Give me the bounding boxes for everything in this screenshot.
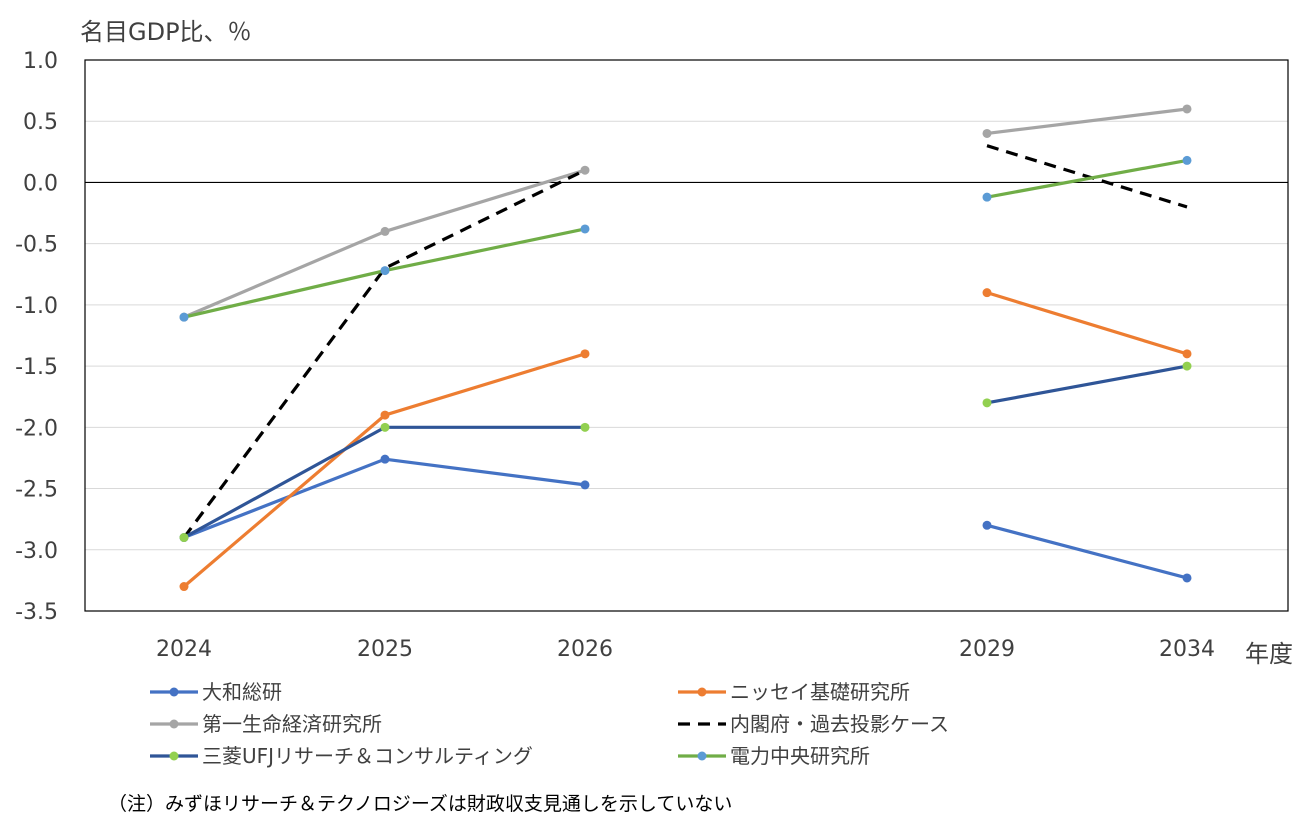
- data-point: [982, 288, 992, 298]
- legend-marker: [169, 687, 179, 697]
- legend-item: ニッセイ基礎研究所: [678, 680, 910, 704]
- data-point: [380, 454, 390, 464]
- data-point: [380, 226, 390, 236]
- data-point: [179, 533, 189, 543]
- y-tick-label: -0.5: [15, 233, 58, 258]
- legend-label: 内閣府・過去投影ケース: [730, 712, 949, 736]
- data-point: [580, 165, 590, 175]
- series-line: [986, 364, 1188, 405]
- legend-label: ニッセイ基礎研究所: [730, 680, 910, 704]
- data-point: [179, 312, 189, 322]
- series-line: [183, 457, 586, 540]
- legend-item: 三菱UFJリサーチ＆コンサルティング: [150, 744, 533, 768]
- plot-area-frame: [84, 59, 1289, 612]
- data-point: [179, 582, 189, 592]
- y-axis-title: 名目GDP比、％: [80, 18, 252, 46]
- series-2: [179, 104, 1192, 322]
- legend-label: 電力中央研究所: [730, 744, 870, 768]
- gridlines: [85, 59, 1288, 612]
- x-tick-label: 2025: [357, 637, 413, 662]
- data-point: [580, 480, 590, 490]
- series-line: [182, 168, 586, 539]
- series-line: [986, 291, 1188, 356]
- data-point: [1182, 573, 1192, 583]
- y-tick-label: -2.0: [15, 416, 58, 441]
- series-line: [986, 107, 1188, 136]
- series-3: [182, 144, 1188, 539]
- data-point: [380, 422, 390, 432]
- series-line: [986, 523, 1188, 580]
- footnote: （注）みずほリサーチ＆テクノロジーズは財政収支見通しを示していない: [108, 793, 732, 815]
- series-0: [179, 454, 1192, 583]
- y-tick-label: -3.0: [15, 539, 58, 564]
- legend-marker: [169, 751, 179, 761]
- x-tick-label: 2026: [557, 637, 613, 662]
- y-tick-label: -1.5: [15, 355, 58, 380]
- legend-label: 第一生命経済研究所: [202, 712, 382, 736]
- data-point: [1182, 361, 1192, 371]
- series-4: [179, 361, 1192, 543]
- data-point: [380, 410, 390, 420]
- x-axis-title: 年度: [1245, 640, 1293, 668]
- y-tick-label: 0.0: [23, 171, 58, 196]
- data-point: [1182, 104, 1192, 114]
- x-axis-ticks: 2024 2025 2026 2029 2034: [156, 637, 1215, 662]
- series-line: [986, 144, 1188, 209]
- series-line: [182, 352, 586, 588]
- y-axis-ticks: 1.0 0.5 0.0 -0.5 -1.0 -1.5 -2.0 -2.5 -3.0 -3.5: [15, 49, 58, 625]
- series-5: [179, 155, 1192, 322]
- y-tick-label: -1.0: [15, 294, 58, 319]
- y-tick-label: 0.5: [23, 110, 58, 135]
- legend-label: 三菱UFJリサーチ＆コンサルティング: [202, 744, 533, 768]
- legend-item: 第一生命経済研究所: [150, 712, 382, 736]
- data-point: [580, 349, 590, 359]
- series-line: [986, 158, 1188, 199]
- legend-label: 大和総研: [202, 680, 282, 704]
- legend-item: 電力中央研究所: [678, 744, 870, 768]
- data-point: [1182, 349, 1192, 359]
- x-tick-label: 2029: [959, 637, 1015, 662]
- legend-marker: [169, 719, 179, 729]
- x-tick-label: 2034: [1159, 637, 1215, 662]
- data-point: [1182, 155, 1192, 165]
- y-tick-label: -2.5: [15, 478, 58, 503]
- legend-marker: [697, 687, 707, 697]
- data-point: [580, 422, 590, 432]
- legend-item: 大和総研: [150, 680, 282, 704]
- y-tick-label: 1.0: [23, 49, 58, 74]
- data-point: [580, 224, 590, 234]
- x-tick-label: 2024: [156, 637, 212, 662]
- series-layer: [179, 104, 1192, 592]
- legend-item: 内閣府・過去投影ケース: [678, 712, 949, 736]
- series-1: [179, 288, 1192, 592]
- data-point: [982, 398, 992, 408]
- series-line: [183, 425, 585, 539]
- legend-marker: [697, 751, 707, 761]
- data-point: [982, 192, 992, 202]
- data-point: [982, 128, 992, 138]
- y-tick-label: -3.5: [15, 600, 58, 625]
- data-point: [982, 520, 992, 530]
- data-point: [380, 266, 390, 276]
